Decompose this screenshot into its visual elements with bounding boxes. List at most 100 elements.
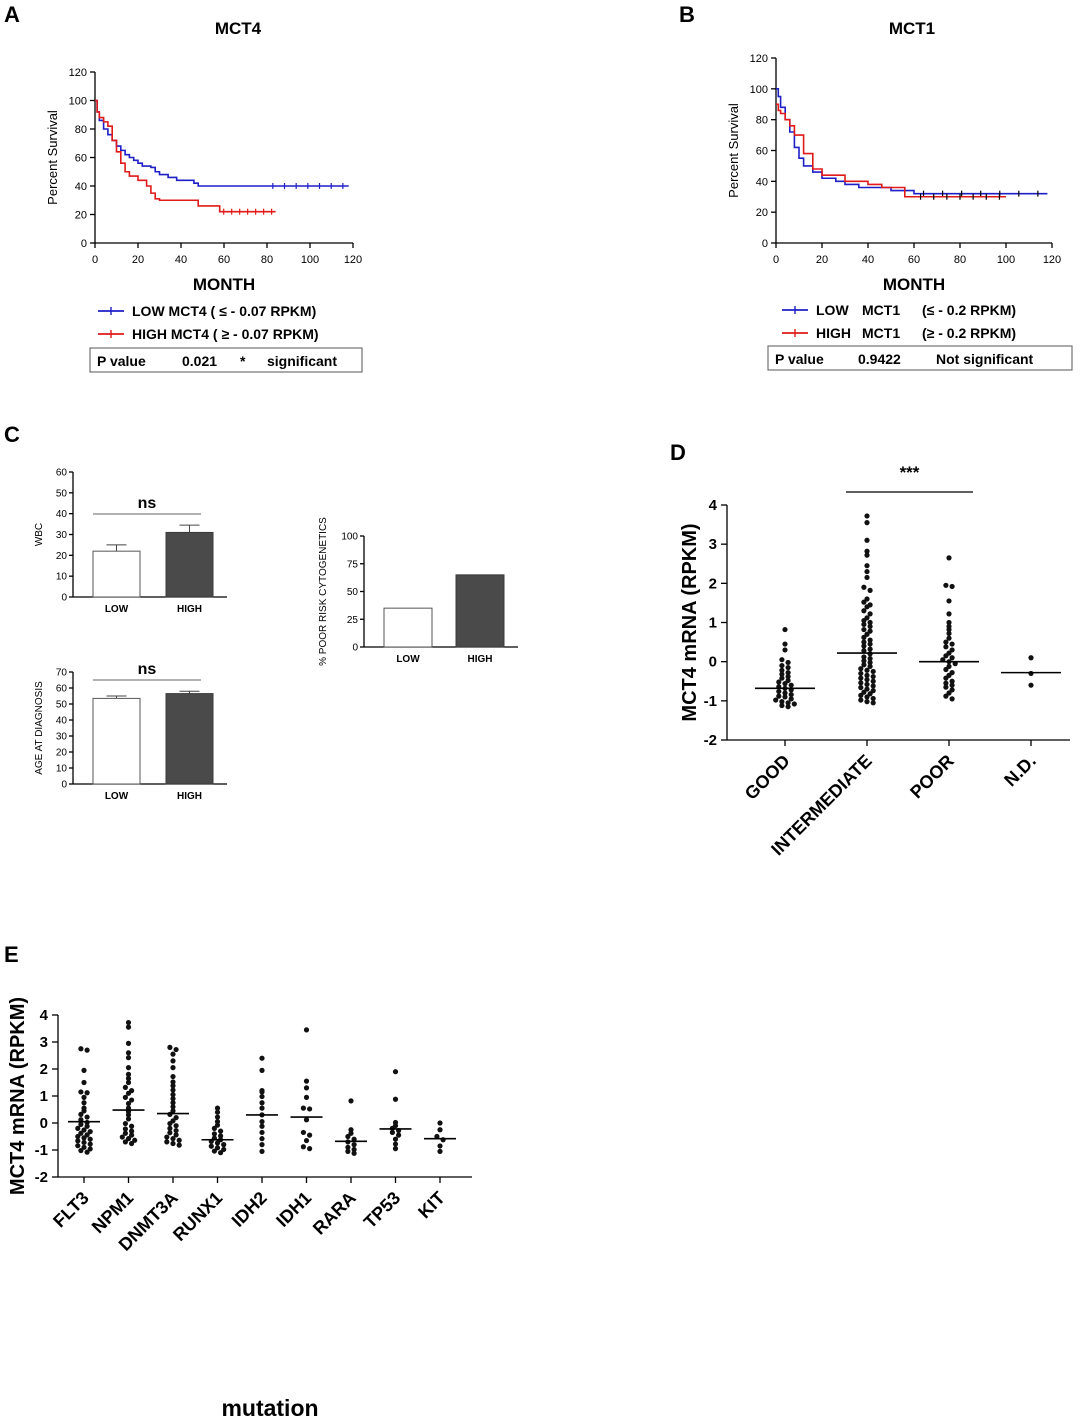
group-n-d: N.D. — [1000, 655, 1061, 790]
data-point — [259, 1123, 265, 1129]
data-point — [170, 1087, 176, 1093]
data-point — [125, 1040, 132, 1046]
data-point — [791, 701, 797, 707]
data-point — [214, 1140, 221, 1146]
data-point — [81, 1144, 87, 1150]
y-tick-label: 100 — [69, 96, 87, 108]
data-point — [221, 1142, 227, 1148]
data-point — [218, 1133, 224, 1139]
data-point — [211, 1148, 217, 1154]
y-tick-label: 4 — [40, 1007, 49, 1024]
x-category-label: N.D. — [1000, 751, 1040, 791]
data-point — [167, 1125, 173, 1131]
data-point — [782, 681, 788, 687]
data-point — [300, 1144, 306, 1150]
data-point — [867, 655, 873, 662]
x-tick-label: 100 — [997, 254, 1015, 266]
data-point — [129, 1140, 135, 1147]
data-point — [785, 659, 791, 666]
data-point — [858, 684, 864, 691]
data-point — [946, 619, 952, 626]
data-point — [437, 1127, 443, 1133]
x-tick-label: 0 — [92, 254, 98, 266]
data-point — [949, 641, 955, 647]
y-tick-label: 120 — [69, 67, 87, 79]
data-point — [170, 1140, 176, 1147]
data-point — [75, 1125, 81, 1131]
data-point — [776, 679, 782, 685]
data-point — [773, 697, 779, 703]
data-point — [861, 654, 867, 660]
data-point — [788, 682, 794, 688]
group-poor: POOR — [906, 555, 979, 802]
data-point — [125, 1055, 132, 1061]
data-point — [307, 1106, 313, 1112]
y-tick-label: 2 — [709, 575, 717, 592]
data-point — [84, 1090, 90, 1096]
data-point — [351, 1136, 357, 1142]
data-point — [259, 1136, 265, 1142]
data-point — [259, 1129, 265, 1136]
panel-letter-e: E — [4, 942, 19, 967]
data-point — [125, 1136, 132, 1142]
x-tick-label: HIGH — [177, 604, 202, 615]
y-tick-label: 60 — [56, 684, 68, 695]
significance-text: Not significant — [936, 351, 1034, 367]
y-tick-label: 60 — [75, 153, 87, 165]
data-point — [943, 680, 949, 686]
data-point — [303, 1094, 310, 1100]
data-point — [867, 637, 873, 643]
data-point — [870, 678, 876, 684]
data-point — [782, 626, 788, 633]
data-point — [122, 1139, 128, 1145]
data-point — [864, 552, 870, 558]
data-point — [348, 1130, 354, 1136]
y-tick-label: 20 — [56, 551, 68, 562]
data-point — [864, 513, 870, 519]
data-point — [176, 1142, 182, 1148]
y-tick-label: 10 — [56, 764, 68, 775]
group-good: GOOD — [741, 626, 815, 804]
y-axis-label: Percent Survival — [45, 110, 60, 205]
y-tick-label: 120 — [750, 53, 768, 65]
data-point — [84, 1123, 90, 1129]
x-tick-label: LOW — [105, 791, 129, 802]
data-point — [125, 1071, 132, 1077]
y-tick-label: 2 — [40, 1061, 48, 1078]
x-tick-label: 20 — [816, 254, 828, 266]
data-point — [858, 675, 864, 681]
data-point — [125, 1024, 132, 1030]
data-point — [122, 1126, 128, 1132]
data-point — [858, 697, 864, 703]
data-point — [170, 1104, 176, 1110]
significance-label: ns — [138, 661, 157, 678]
y-tick-label: 40 — [56, 716, 68, 727]
data-point — [351, 1146, 357, 1153]
data-point — [170, 1083, 176, 1089]
group-kit: KIT — [414, 1120, 456, 1222]
significance-stars: *** — [900, 463, 920, 482]
bar-high — [165, 531, 214, 598]
data-point — [864, 574, 870, 581]
chart-title: MCT4 — [215, 19, 262, 38]
data-point — [122, 1094, 128, 1100]
group-runx1: RUNX1 — [169, 1105, 234, 1245]
bar-high — [165, 693, 214, 785]
data-point — [345, 1144, 351, 1150]
data-point — [129, 1128, 135, 1134]
data-point — [788, 691, 794, 698]
y-tick-label: 0 — [61, 593, 67, 604]
y-tick-label: 60 — [56, 468, 68, 479]
data-point — [782, 647, 788, 653]
data-point — [119, 1134, 125, 1140]
data-point — [78, 1046, 84, 1052]
data-point — [946, 555, 952, 561]
data-point — [81, 1067, 87, 1073]
data-point — [87, 1136, 93, 1142]
data-point — [214, 1122, 221, 1128]
data-point — [779, 667, 785, 673]
group-rara: RARA — [309, 1098, 367, 1239]
y-tick-label: 80 — [75, 124, 87, 136]
y-tick-label: 3 — [709, 536, 717, 553]
